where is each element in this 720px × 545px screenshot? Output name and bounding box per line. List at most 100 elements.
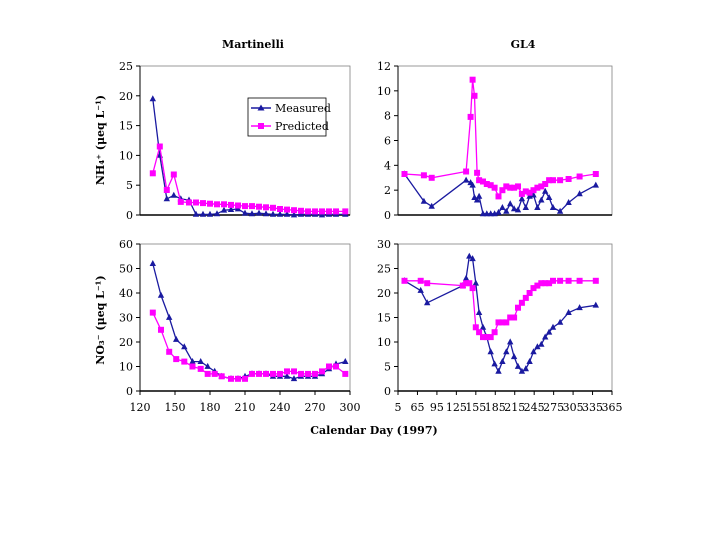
- data-point-measured: [157, 291, 165, 298]
- x-tick-label: 365: [602, 401, 623, 414]
- y-tick-label: 0: [384, 385, 391, 398]
- data-point-measured: [255, 209, 263, 216]
- y-tick-label: 40: [119, 287, 133, 300]
- data-point-predicted: [471, 92, 478, 99]
- legend-predicted-marker: [258, 123, 264, 129]
- series-line-measured: [152, 98, 346, 216]
- data-point-measured: [170, 191, 177, 198]
- panel-martinelli-no3: 0 10 20 30 40 50 60 120 150 180 210 240 270 300: [119, 238, 361, 414]
- data-point-predicted: [466, 280, 473, 287]
- data-point-measured: [549, 323, 557, 330]
- y-tick-label: 60: [119, 238, 133, 251]
- data-point-predicted: [546, 280, 553, 287]
- panel-gl4-nh4: 0 2 4 6 8 10 12: [377, 60, 613, 222]
- x-tick-label: 95: [430, 401, 444, 414]
- data-point-predicted: [177, 198, 184, 205]
- data-point-predicted: [557, 277, 564, 284]
- data-point-predicted: [538, 183, 545, 190]
- data-point-predicted: [487, 182, 494, 189]
- data-point-measured: [417, 286, 424, 293]
- data-point-predicted: [235, 375, 241, 382]
- data-point-measured: [424, 299, 431, 306]
- x-tick-label: 150: [165, 401, 186, 414]
- y-tick-label: 8: [384, 110, 391, 123]
- data-point-predicted: [214, 201, 220, 208]
- data-point-predicted: [476, 177, 483, 184]
- data-point-predicted: [277, 206, 283, 212]
- data-point-measured: [592, 181, 599, 188]
- data-point-predicted: [149, 170, 156, 177]
- data-point-predicted: [284, 368, 290, 375]
- xlabel-calendar-day: Calendar Day (1997): [310, 424, 437, 437]
- data-point-predicted: [312, 370, 318, 377]
- data-point-predicted: [565, 277, 572, 284]
- ylabel-no3: NO₃⁻ (μeq L⁻¹): [94, 275, 107, 364]
- y-tick-label: 15: [377, 312, 391, 325]
- data-point-predicted: [522, 294, 529, 301]
- data-point-measured: [510, 205, 518, 212]
- data-point-predicted: [207, 200, 213, 207]
- data-point-measured: [163, 195, 170, 202]
- data-point-predicted: [576, 173, 583, 180]
- data-point-measured: [475, 309, 483, 315]
- data-point-predicted: [298, 370, 304, 377]
- data-point-measured: [197, 358, 204, 364]
- data-point-predicted: [499, 187, 506, 194]
- data-point-predicted: [256, 370, 262, 377]
- data-point-measured: [565, 309, 572, 315]
- x-tick-label: 125: [446, 401, 467, 414]
- data-point-measured: [269, 210, 277, 217]
- data-point-predicted: [291, 207, 297, 214]
- data-point-predicted: [463, 280, 470, 287]
- data-point-predicted: [166, 348, 173, 355]
- data-point-predicted: [197, 365, 204, 372]
- x-tick-label: 300: [340, 401, 361, 414]
- data-point-predicted: [186, 199, 192, 206]
- data-point-predicted: [534, 184, 541, 191]
- data-point-measured: [503, 348, 510, 355]
- legend-predicted-label: Predicted: [275, 120, 329, 133]
- data-point-predicted: [507, 184, 514, 191]
- data-point-predicted: [499, 319, 506, 326]
- data-point-measured: [199, 210, 207, 217]
- data-point-measured: [526, 358, 533, 364]
- data-point-measured: [534, 343, 541, 350]
- plot-frame: [139, 243, 351, 392]
- data-point-measured: [227, 206, 235, 212]
- data-point-measured: [510, 353, 518, 360]
- y-tick-label: 20: [377, 287, 391, 300]
- data-point-measured: [283, 372, 291, 379]
- y-tick-label: 6: [384, 135, 391, 148]
- data-point-predicted: [270, 204, 276, 211]
- legend: Measured Predicted: [247, 97, 331, 137]
- data-point-predicted: [173, 356, 180, 363]
- data-point-predicted: [235, 202, 241, 209]
- data-point-predicted: [291, 368, 297, 375]
- data-point-predicted: [480, 334, 486, 341]
- data-point-measured: [473, 196, 481, 203]
- data-point-measured: [495, 208, 502, 215]
- data-point-measured: [220, 206, 228, 213]
- data-point-predicted: [319, 368, 325, 375]
- y-tick-label: 0: [384, 209, 391, 222]
- data-point-predicted: [156, 143, 163, 150]
- data-point-measured: [181, 343, 188, 350]
- data-point-predicted: [333, 363, 339, 370]
- data-point-predicted: [163, 187, 170, 193]
- legend-measured-marker: [257, 104, 265, 111]
- data-point-measured: [534, 204, 541, 210]
- x-tick-label: 240: [270, 401, 291, 414]
- y-tick-label: 5: [384, 361, 391, 374]
- plot-frame: [397, 243, 613, 392]
- data-point-predicted: [305, 370, 311, 377]
- data-point-predicted: [483, 334, 490, 341]
- x-tick-label: 185: [485, 401, 506, 414]
- x-tick-label: 180: [200, 401, 221, 414]
- data-point-predicted: [557, 177, 564, 184]
- y-tick-label: 10: [119, 149, 133, 162]
- x-tick-label: 65: [410, 401, 424, 414]
- data-point-predicted: [200, 200, 206, 207]
- data-point-measured: [592, 301, 599, 308]
- data-point-predicted: [491, 184, 498, 191]
